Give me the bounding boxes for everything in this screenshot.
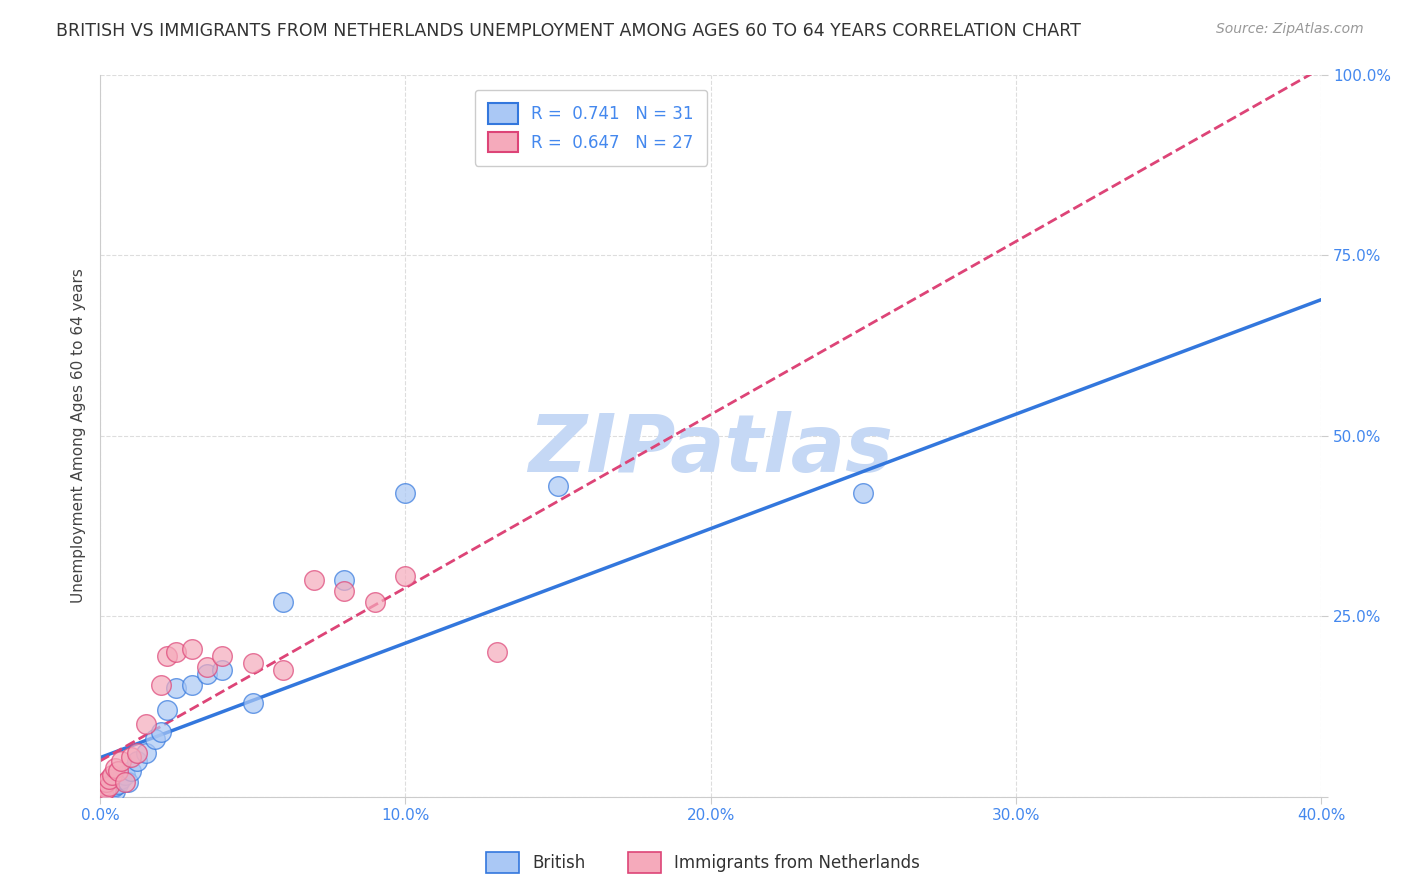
Point (333, 583, 356, 598)
Point (107, 777, 129, 791)
Point (114, 775, 136, 789)
Legend: R =  0.741   N = 31, R =  0.647   N = 27: R = 0.741 N = 31, R = 0.647 N = 27 (475, 90, 707, 166)
Point (96, 779, 118, 793)
Point (364, 595, 387, 609)
Point (120, 764, 142, 779)
Point (302, 573, 325, 587)
Point (547, 479, 569, 493)
Point (125, 747, 148, 761)
Point (104, 784, 127, 798)
Point (120, 750, 142, 764)
Point (125, 754, 148, 768)
Point (271, 663, 294, 677)
Y-axis label: Unemployment Among Ages 60 to 64 years: Unemployment Among Ages 60 to 64 years (72, 268, 86, 603)
Point (394, 486, 416, 500)
Point (107, 764, 129, 779)
Point (117, 775, 139, 789)
Point (156, 648, 179, 663)
Point (211, 663, 233, 677)
Point (98, 772, 121, 786)
Point (98, 780, 121, 795)
Point (110, 754, 132, 768)
Point (150, 678, 173, 692)
Point (101, 768, 124, 782)
Point (180, 678, 202, 692)
Point (96, 786, 118, 800)
Text: Source: ZipAtlas.com: Source: ZipAtlas.com (1216, 22, 1364, 37)
Legend: British, Immigrants from Netherlands: British, Immigrants from Netherlands (479, 846, 927, 880)
Point (91, 786, 114, 800)
Point (195, 667, 218, 681)
Point (96, 782, 118, 797)
Point (165, 681, 187, 696)
Point (165, 645, 187, 659)
Point (333, 573, 356, 587)
Point (150, 724, 173, 739)
Point (135, 747, 157, 761)
Point (91, 786, 114, 800)
Point (135, 717, 157, 731)
Point (485, 645, 508, 659)
Point (394, 569, 416, 583)
Point (242, 656, 264, 670)
Point (242, 696, 264, 710)
Point (180, 641, 202, 656)
Text: BRITISH VS IMMIGRANTS FROM NETHERLANDS UNEMPLOYMENT AMONG AGES 60 TO 64 YEARS CO: BRITISH VS IMMIGRANTS FROM NETHERLANDS U… (56, 22, 1081, 40)
Point (98, 779, 121, 793)
Point (114, 768, 136, 782)
Point (110, 772, 132, 786)
Point (143, 731, 166, 746)
Point (104, 779, 127, 793)
Point (195, 659, 218, 673)
Point (101, 775, 124, 789)
Point (91, 779, 114, 793)
Point (98, 784, 121, 798)
Point (101, 782, 124, 797)
Point (852, 486, 875, 500)
Point (156, 703, 179, 717)
Point (271, 595, 294, 609)
Point (91, 782, 114, 797)
Point (96, 775, 118, 789)
Point (104, 761, 127, 775)
Point (211, 648, 233, 663)
Text: ZIPatlas: ZIPatlas (529, 411, 893, 489)
